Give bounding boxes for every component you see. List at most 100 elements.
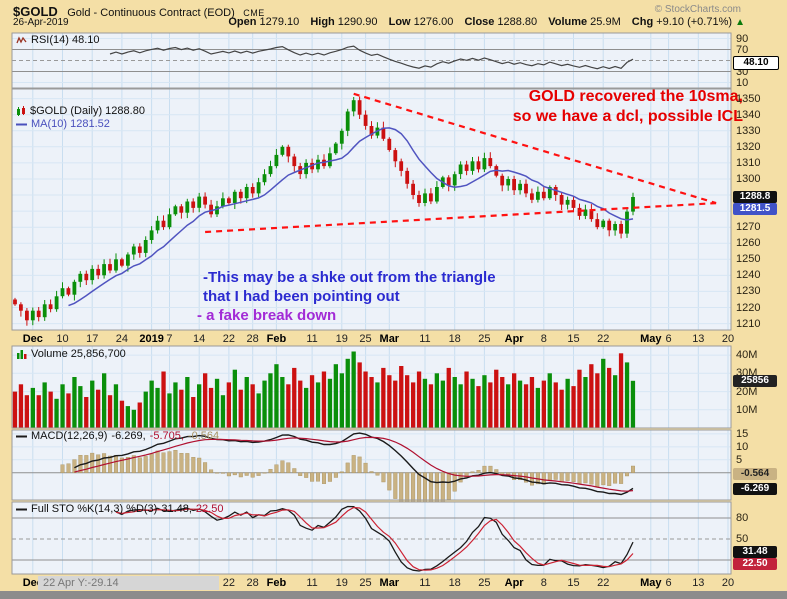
price-axis-label: 1310 (736, 156, 761, 169)
instrument-name: Gold - Continuous Contract (EOD) (67, 7, 235, 19)
macd-value-signal: -5.705, (149, 430, 184, 442)
price-axis-label: 1240 (736, 269, 761, 282)
sto-value-d: 22.50 (195, 503, 224, 515)
mid-date-tick: 25 (478, 333, 491, 345)
mid-date-tick: 13 (692, 333, 705, 345)
mid-date-tick: 2019 (139, 333, 164, 345)
mid-date-tick: 11 (306, 333, 318, 345)
rsi-legend-text: RSI(14) 48.10 (31, 34, 100, 46)
mid-date-tick: 24 (115, 333, 129, 345)
mid-date-tick: 14 (193, 333, 206, 345)
mid-date-tick: 7 (166, 333, 173, 345)
close-value: 1288.80 (497, 16, 538, 28)
candlestick-icon (16, 105, 26, 117)
macd-axis-label: 5 (736, 453, 743, 466)
bottom-date-tick: 22 (597, 577, 610, 589)
annotation-blue: -This may be a shke out from the triangl… (203, 268, 496, 306)
mid-date-tick: 28 (246, 333, 259, 345)
volume-value: 25.9M (590, 16, 621, 28)
close-label: Close (464, 16, 495, 28)
sto-k-value-box: 31.48 (733, 545, 777, 558)
macd-axis-label: 10 (736, 440, 749, 453)
crosshair-tooltip: 22 Apr Y:-29.14 (38, 576, 219, 590)
low-label: Low (388, 16, 411, 28)
annotation-blue-line2: that I had been pointing out (203, 288, 400, 305)
open-label: Open (228, 16, 257, 28)
up-arrow-icon: ▲ (735, 17, 745, 28)
line-icon (16, 507, 27, 512)
mid-date-tick: 8 (540, 333, 547, 345)
volume-label: Volume (548, 16, 588, 28)
bottom-date-tick: 28 (246, 577, 259, 589)
chg-value: +9.10 (+0.71%) (656, 16, 733, 28)
high-label: High (310, 16, 335, 28)
rsi-axis-label: 90 (736, 32, 749, 45)
mid-date-tick: Apr (504, 333, 524, 345)
ticker-symbol: $GOLD (13, 4, 58, 19)
mid-date-tick: 15 (567, 333, 580, 345)
sto-axis-label: 80 (736, 512, 749, 524)
sto-d-value-box: 22.50 (733, 558, 777, 571)
bottom-date-tick: 6 (665, 577, 672, 589)
bottom-date-tick: 11 (306, 577, 318, 589)
price-axis-label: 1340 (736, 108, 761, 121)
macd-panel (12, 430, 731, 527)
annotation-red-line2: so we have a dcl, possible ICL (512, 108, 743, 125)
rsi-legend: RSI(14) 48.10 (16, 34, 99, 46)
mid-date-tick: 11 (419, 333, 431, 345)
annotation-blue-line1: -This may be a shke out from the triangl… (203, 269, 496, 286)
mid-date-tick: 6 (665, 333, 672, 345)
close-value-box: 1288.8 (733, 190, 777, 203)
price-axis-label: 1320 (736, 140, 761, 153)
volume-axis-label: 10M (736, 403, 758, 416)
bottom-date-tick: Dec (22, 577, 43, 589)
bottom-date-tick: 18 (448, 577, 461, 589)
price-axis-label: 1220 (736, 301, 761, 314)
bottom-date-tick: 15 (567, 577, 580, 589)
macd-legend: MACD(12,26,9) -6.269, -5.705, -0.564 (16, 430, 219, 442)
macd-value-box: -6.269 (733, 483, 777, 496)
price-legend-text: $GOLD (Daily) 1288.80 (30, 105, 145, 117)
quote-bar: Open 1279.10 High 1290.90 Low 1276.00 Close… (220, 16, 745, 28)
macd-value-main: -6.269, (111, 430, 146, 442)
mid-date-tick: May (640, 333, 662, 345)
rsi-panel (12, 33, 731, 88)
line-icon (16, 434, 27, 439)
bottom-date-tick: 22 (222, 577, 235, 589)
sto-panel (12, 502, 731, 574)
price-axis-label: 1270 (736, 221, 761, 234)
bottom-scrollbar[interactable] (0, 591, 787, 599)
rsi-axis-label: 10 (736, 76, 749, 89)
rsi-value-box: 48.10 (733, 55, 779, 70)
price-axis-label: 1230 (736, 285, 761, 298)
bottom-date-tick: 19 (335, 577, 348, 589)
mid-date-tick: Mar (379, 333, 400, 345)
bottom-date-tick: Feb (266, 577, 287, 589)
bottom-date-tick: 13 (692, 577, 705, 589)
volume-legend-text: Volume 25,856,700 (31, 348, 126, 360)
mid-date-tick: Feb (266, 333, 287, 345)
ma-legend: MA(10) 1281.52 (16, 118, 110, 130)
exchange-label: CME (243, 8, 265, 18)
zigzag-icon (16, 35, 27, 45)
mid-date-tick: 22 (597, 333, 610, 345)
bottom-date-tick: 20 (721, 577, 735, 589)
chart-header: $GOLD Gold - Continuous Contract (EOD) C… (13, 3, 265, 21)
mid-date-tick: 22 (222, 333, 235, 345)
bottom-date-tick: 8 (540, 577, 547, 589)
bottom-date-tick: Mar (379, 577, 400, 589)
copyright: © StockCharts.com (654, 4, 741, 15)
price-axis-label: 1260 (736, 237, 761, 250)
low-value: 1276.00 (413, 16, 454, 28)
volume-value-box: 25856 (733, 374, 777, 387)
high-value: 1290.90 (337, 16, 378, 28)
volume-axis-label: 20M (736, 385, 758, 398)
macd-value-hist: -0.564 (187, 430, 220, 442)
chg-label: Chg (631, 16, 654, 28)
price-legend: $GOLD (Daily) 1288.80 (16, 105, 145, 117)
chart-date: 26-Apr-2019 (13, 17, 69, 28)
bottom-date-tick: Apr (504, 577, 524, 589)
mid-date-tick: 25 (359, 333, 372, 345)
macd-axis-label: 15 (736, 427, 749, 440)
